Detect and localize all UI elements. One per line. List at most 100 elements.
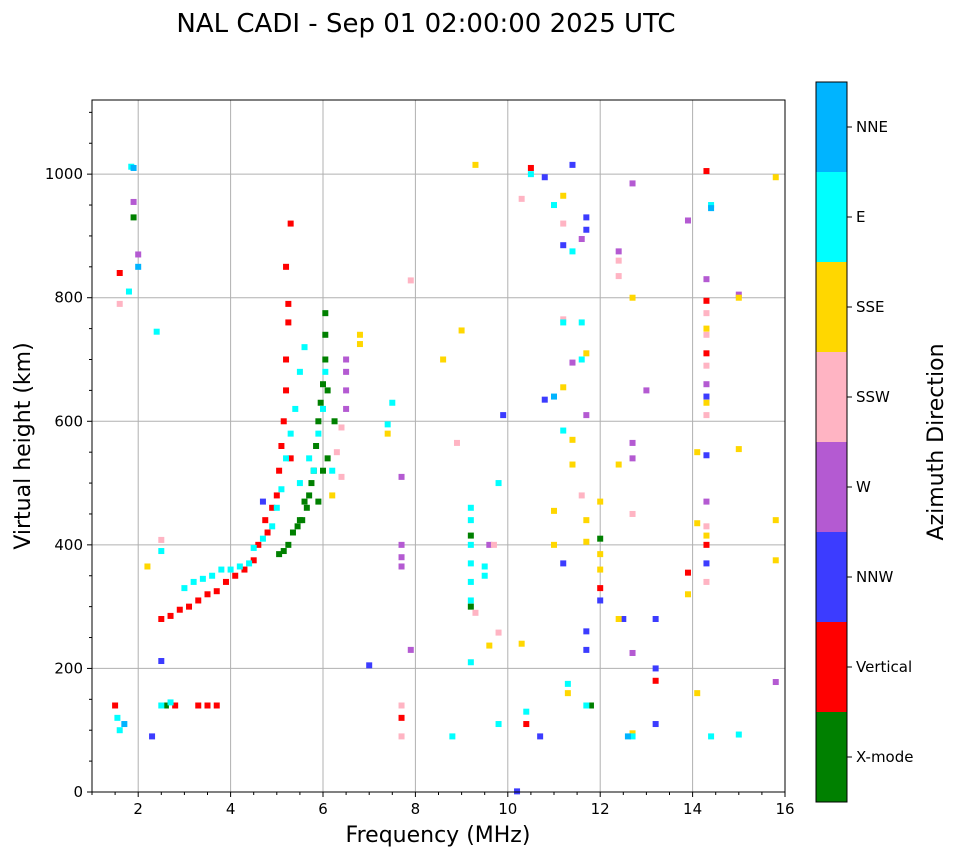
y-axis-ticks: 0 200 400 600 800 1000	[45, 111, 92, 801]
data-point	[343, 356, 350, 363]
data-point	[255, 541, 262, 548]
data-point	[564, 680, 571, 687]
data-point	[652, 677, 659, 684]
data-point	[703, 399, 710, 406]
data-point	[296, 517, 303, 524]
data-point	[708, 202, 715, 209]
data-point	[481, 563, 488, 570]
data-point	[144, 563, 151, 570]
data-point	[629, 730, 636, 737]
data-point	[551, 202, 557, 209]
data-point	[287, 455, 294, 462]
data-point	[398, 702, 405, 709]
y-tick-label: 200	[54, 659, 83, 677]
data-point	[703, 325, 710, 332]
data-point	[236, 563, 243, 570]
data-point	[652, 616, 659, 622]
data-point	[703, 297, 710, 304]
data-point	[523, 708, 530, 715]
data-point	[135, 251, 142, 258]
data-point	[172, 702, 179, 709]
data-point	[583, 702, 590, 709]
data-point	[694, 449, 701, 456]
data-point	[322, 368, 329, 375]
data-point	[735, 291, 742, 298]
data-point	[735, 446, 742, 453]
data-point	[280, 548, 287, 555]
data-point	[125, 288, 132, 295]
colorbar: X-mode Vertical NNW W SSW SSE E NNE	[815, 81, 913, 803]
data-point	[624, 733, 631, 740]
data-point	[280, 418, 287, 425]
colorbar-tick-label: X-mode	[856, 748, 913, 766]
data-point	[315, 430, 322, 437]
y-tick-label: 600	[54, 412, 83, 430]
data-point	[703, 168, 710, 175]
data-point	[629, 455, 636, 462]
data-point	[190, 578, 197, 585]
data-point	[703, 541, 710, 548]
data-point	[472, 609, 479, 616]
data-point	[578, 492, 585, 499]
data-point	[467, 659, 474, 666]
data-point	[303, 504, 310, 511]
data-point	[181, 585, 188, 592]
data-point	[467, 532, 474, 539]
y-tick-label: 1000	[45, 165, 83, 183]
data-point	[735, 731, 742, 738]
colorbar-segment	[816, 712, 847, 802]
data-point	[551, 507, 557, 514]
data-point	[283, 455, 290, 462]
x-axis-label: Frequency (MHz)	[346, 823, 531, 848]
series-sse	[144, 161, 779, 737]
x-axis-ticks: 2 4 6 8 10 12 14 16	[91, 792, 795, 818]
y-axis-label: Virtual height (km)	[11, 342, 36, 549]
data-point	[338, 424, 345, 431]
data-point	[227, 566, 234, 573]
data-point	[495, 721, 502, 728]
data-point	[703, 362, 710, 369]
data-point	[703, 560, 710, 567]
data-point	[560, 220, 567, 227]
data-point	[551, 393, 557, 400]
data-point	[213, 588, 220, 595]
y-tick-label: 400	[54, 536, 83, 554]
data-point	[130, 214, 137, 221]
data-point	[320, 467, 326, 474]
data-point	[629, 439, 636, 446]
data-point	[130, 198, 137, 205]
data-point	[250, 544, 257, 551]
data-point	[472, 161, 479, 168]
data-point	[527, 164, 534, 171]
data-point	[500, 412, 507, 419]
data-point	[331, 418, 338, 425]
data-point	[703, 412, 710, 419]
x-tick-label: 10	[498, 800, 517, 818]
data-point	[541, 396, 548, 403]
data-point	[294, 523, 301, 530]
colorbar-segment	[816, 262, 847, 352]
data-point	[629, 294, 636, 301]
data-point	[283, 263, 290, 270]
data-point	[467, 517, 474, 524]
data-point	[269, 523, 276, 530]
colorbar-segment	[816, 532, 847, 622]
data-point	[597, 498, 604, 505]
data-point	[652, 721, 659, 728]
data-point	[289, 529, 296, 536]
data-point	[301, 344, 308, 351]
data-point	[285, 300, 292, 307]
series-nnw	[149, 161, 710, 795]
series-x-mode	[130, 214, 604, 709]
data-point	[116, 300, 123, 307]
data-point	[366, 662, 373, 669]
data-point	[296, 368, 303, 375]
data-point	[306, 492, 313, 499]
data-point	[629, 733, 636, 740]
data-point	[495, 480, 502, 487]
colorbar-segment	[816, 172, 847, 262]
data-point	[158, 658, 165, 665]
data-point	[587, 702, 594, 709]
data-point	[322, 310, 329, 317]
